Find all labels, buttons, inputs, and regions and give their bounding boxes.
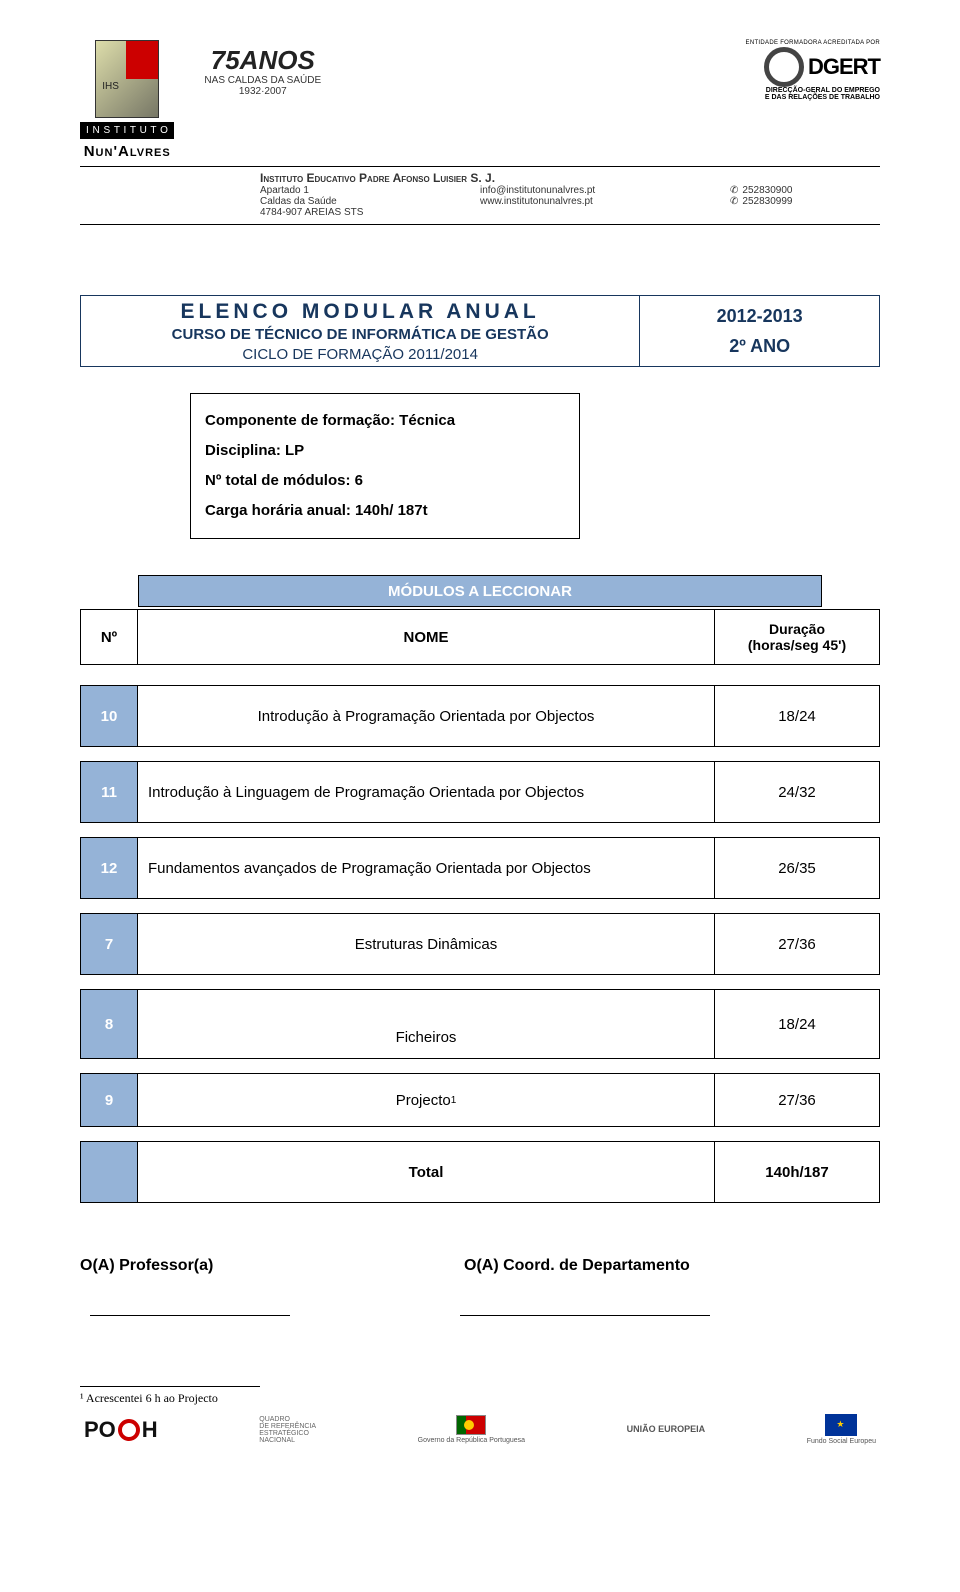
- module-name: Estruturas Dinâmicas: [138, 913, 715, 975]
- info-l1: Componente de formação: Técnica: [205, 406, 565, 436]
- signature-coord: O(A) Coord. de Departamento: [464, 1257, 880, 1275]
- module-dur: 27/36: [715, 913, 880, 975]
- web: www.institutonunalvres.pt: [480, 196, 690, 207]
- pt-flag-icon: [456, 1415, 486, 1435]
- footer-logos: POH QUADRO DE REFERÊNCIA ESTRATÉGICO NAC…: [80, 1414, 880, 1446]
- dgert-circle-icon: [764, 47, 804, 87]
- module-dur: 27/36: [715, 1073, 880, 1127]
- col-no: Nº: [80, 609, 138, 665]
- info-l2: Disciplina: LP: [205, 436, 565, 466]
- signature-line-right: [460, 1315, 710, 1316]
- module-total-spacer: [80, 1141, 138, 1203]
- module-row: 8 Ficheiros 18/24: [80, 989, 880, 1059]
- title-cell: ELENCO MODULAR ANUAL CURSO DE TÉCNICO DE…: [81, 296, 640, 367]
- fse-label: Fundo Social Europeu: [807, 1438, 876, 1446]
- module-total-row: Total 140h/187: [80, 1141, 880, 1203]
- instituto-bar: I N S T I T U T O: [80, 122, 174, 139]
- module-dur: 18/24: [715, 989, 880, 1059]
- signature-lines: [80, 1315, 880, 1316]
- module-total-label: Total: [138, 1141, 715, 1203]
- module-no: 7: [80, 913, 138, 975]
- anniversary-logo: 75ANOS NAS CALDAS DA SAÚDE 1932·2007: [204, 46, 321, 97]
- nunalvres-text: Nun'Alvres: [84, 143, 171, 160]
- signature-row: O(A) Professor(a) O(A) Coord. de Departa…: [80, 1257, 880, 1275]
- col-dur: Duração (horas/seg 45'): [715, 609, 880, 665]
- dgert-title: DGERT: [808, 55, 880, 79]
- module-dur: 24/32: [715, 761, 880, 823]
- module-row: 11 Introdução à Linguagem de Programação…: [80, 761, 880, 823]
- module-row: 9 Projecto1 27/36: [80, 1073, 880, 1127]
- poph-ring-icon: [118, 1419, 140, 1441]
- addr3: 4784-907 AREIAS STS: [260, 207, 440, 218]
- year-label: 2º ANO: [644, 331, 875, 362]
- dgert-block: ENTIDADE FORMADORA ACREDITADA POR DGERT …: [746, 40, 880, 102]
- ue-label: UNIÃO EUROPEIA: [627, 1425, 706, 1435]
- footnote: ¹ Acrescentei 6 h ao Projecto: [80, 1391, 880, 1406]
- addr1: Apartado 1: [260, 185, 440, 196]
- footnote-separator: [80, 1386, 260, 1387]
- fax-icon: ✆: [730, 196, 738, 207]
- letterhead-divider-2: [80, 224, 880, 225]
- anos75-sub1: NAS CALDAS DA SAÚDE: [204, 75, 321, 86]
- addr2: Caldas da Saúde: [260, 196, 440, 207]
- module-name: Projecto1: [138, 1073, 715, 1127]
- module-row: 12 Fundamentos avançados de Programação …: [80, 837, 880, 899]
- dgert-sub: DIRECÇÃO-GERAL DO EMPREGO E DAS RELAÇÕES…: [746, 87, 880, 102]
- year-range: 2012-2013: [644, 301, 875, 332]
- gov-label: Governo da República Portuguesa: [418, 1437, 525, 1445]
- info-l3: Nº total de módulos: 6: [205, 466, 565, 496]
- module-row: 7 Estruturas Dinâmicas 27/36: [80, 913, 880, 975]
- letterhead-divider: [80, 166, 880, 167]
- poph-logo: POH: [84, 1417, 158, 1443]
- eu-flag-icon: [825, 1414, 857, 1436]
- year-cell: 2012-2013 2º ANO: [640, 296, 880, 367]
- qren-logo: QUADRO DE REFERÊNCIA ESTRATÉGICO NACIONA…: [259, 1416, 316, 1444]
- col-dur-1: Duração: [769, 621, 825, 637]
- module-name: Fundamentos avançados de Programação Ori…: [138, 837, 715, 899]
- title-block: ELENCO MODULAR ANUAL CURSO DE TÉCNICO DE…: [80, 295, 880, 367]
- modules-header-tab: MÓDULOS A LECCIONAR: [138, 575, 822, 607]
- module-name: Ficheiros: [138, 989, 715, 1059]
- phone1: 252830900: [742, 185, 792, 196]
- anos75-label: 75ANOS: [211, 46, 315, 75]
- module-row: 10 Introdução à Programação Orientada po…: [80, 685, 880, 747]
- module-total-value: 140h/187: [715, 1141, 880, 1203]
- signature-professor: O(A) Professor(a): [80, 1257, 464, 1275]
- module-no: 10: [80, 685, 138, 747]
- letterhead: I N S T I T U T O Nun'Alvres 75ANOS NAS …: [80, 40, 880, 160]
- phone2: 252830999: [742, 196, 792, 207]
- shield-icon: [95, 40, 159, 118]
- modules-table: MÓDULOS A LECCIONAR Nº NOME Duração (hor…: [80, 575, 880, 1203]
- title-main: ELENCO MODULAR ANUAL: [87, 298, 633, 325]
- info-box: Componente de formação: Técnica Discipli…: [190, 393, 580, 539]
- phone-icon: ✆: [730, 185, 738, 196]
- letterhead-info: Instituto Educativo Padre Afonso Luisier…: [80, 171, 880, 185]
- module-no: 12: [80, 837, 138, 899]
- email: info@institutonunalvres.pt: [480, 185, 690, 196]
- letterhead-contact: Apartado 1 Caldas da Saúde 4784-907 AREI…: [80, 185, 880, 218]
- dgert-badge-text: ENTIDADE FORMADORA ACREDITADA POR: [746, 40, 880, 47]
- module-no: 8: [80, 989, 138, 1059]
- module-dur: 26/35: [715, 837, 880, 899]
- module-name: Introdução à Linguagem de Programação Or…: [138, 761, 715, 823]
- module-name: Introdução à Programação Orientada por O…: [138, 685, 715, 747]
- signature-line-left: [90, 1315, 290, 1316]
- anos75-sub2: 1932·2007: [239, 86, 287, 97]
- info-l4: Carga horária anual: 140h/ 187t: [205, 496, 565, 526]
- title-line3: CICLO DE FORMAÇÃO 2011/2014: [87, 345, 633, 365]
- col-nome: NOME: [138, 609, 715, 665]
- col-dur-2: (horas/seg 45'): [748, 637, 846, 653]
- school-name: Instituto Educativo Padre Afonso Luisier…: [260, 171, 880, 185]
- module-no: 11: [80, 761, 138, 823]
- title-line2: CURSO DE TÉCNICO DE INFORMÁTICA DE GESTÃ…: [87, 325, 633, 345]
- module-no: 9: [80, 1073, 138, 1127]
- modules-column-headers: Nº NOME Duração (horas/seg 45'): [80, 609, 880, 665]
- institute-logo-block: I N S T I T U T O Nun'Alvres: [80, 40, 174, 160]
- module-dur: 18/24: [715, 685, 880, 747]
